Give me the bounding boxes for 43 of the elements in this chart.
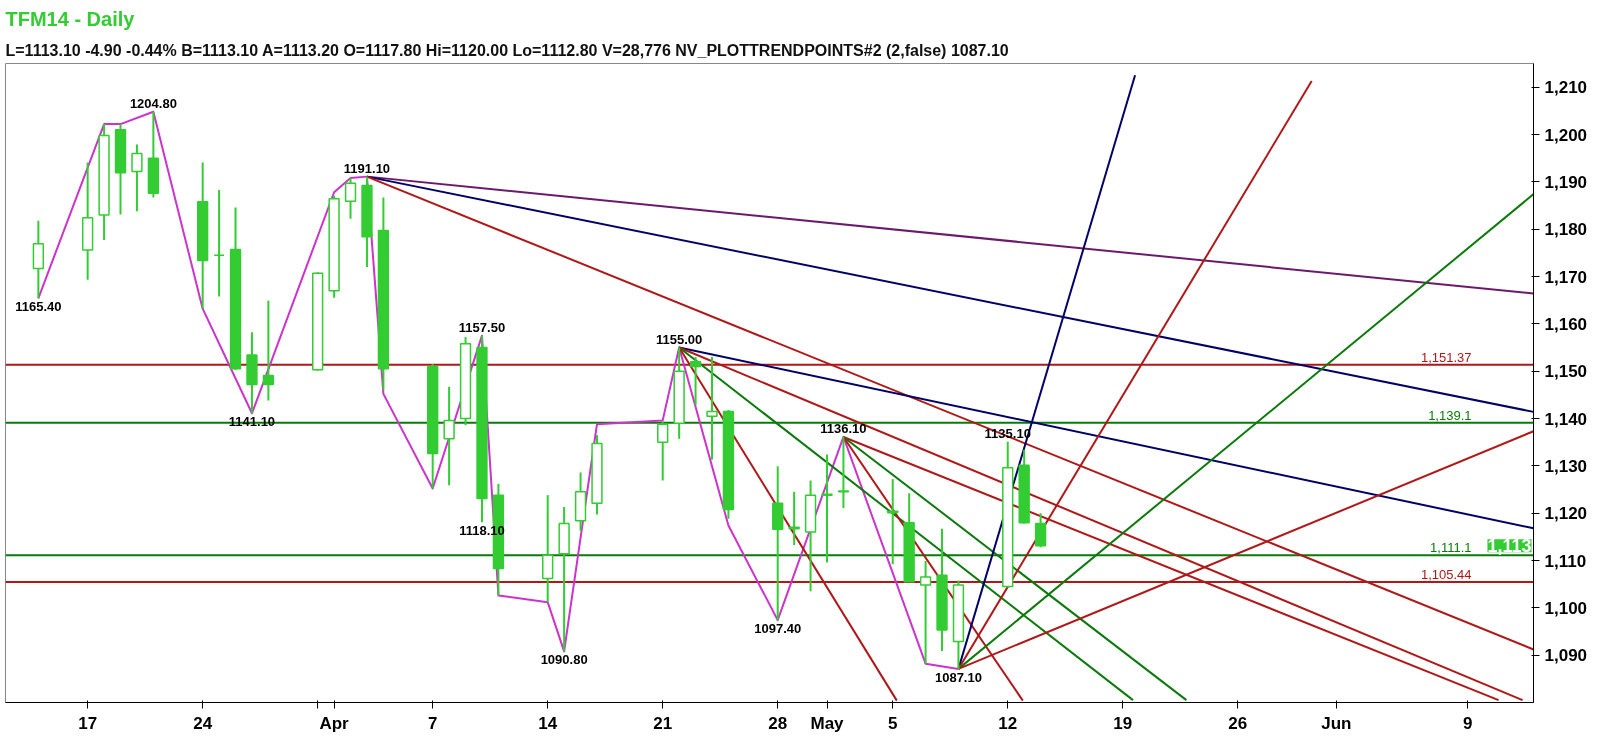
x-tick-label: May: [810, 713, 845, 733]
chart-subtitle: L=1113.10 -4.90 -0.44% B=1113.10 A=1113.20 O=1117.80 Hi=1120.00 Lo=1112.80 V=28,776 NV_PLOTTRENDPOINTS#2 (2,false) 1087.10: [5, 41, 1009, 59]
y-tick-label: 1,160: [1544, 314, 1588, 334]
annotation: 1165.40: [15, 299, 62, 315]
annotation: 1097.40: [754, 621, 802, 637]
annotation: 1204.80: [129, 95, 177, 111]
annotation: 1191.10: [343, 160, 391, 176]
annotation: 1136.10: [820, 420, 867, 436]
x-tick-label: 17: [78, 713, 98, 733]
y-tick-label: 1,210: [1544, 78, 1588, 98]
annotation: 1087.10: [934, 669, 982, 685]
x-tick-label: 21: [653, 713, 673, 733]
annotation: 1090.80: [540, 652, 588, 668]
x-tick-label: 26: [1228, 713, 1248, 733]
ref-line-label: 1,139.1: [1428, 407, 1472, 423]
y-tick-label: 1,140: [1544, 409, 1588, 429]
y-tick-label: 1,150: [1544, 362, 1588, 382]
x-tick-label: Apr: [319, 713, 350, 733]
y-tick-label: 1,100: [1544, 598, 1588, 618]
y-tick-label: 1,120: [1544, 504, 1588, 524]
ref-line-label: 1,151.37: [1420, 349, 1472, 365]
x-tick-label: 19: [1113, 713, 1133, 733]
y-tick-label: 1,090: [1544, 646, 1588, 666]
x-tick-label: 14: [538, 713, 558, 733]
annotation: 1155.00: [656, 331, 703, 347]
x-tick-label: 12: [998, 713, 1018, 733]
ref-line-label: 1,111.1: [1430, 540, 1472, 556]
ref-line-label: 1,105.44: [1420, 567, 1472, 583]
annotation: 1157.50: [458, 319, 506, 335]
x-tick-label: 7: [427, 713, 438, 733]
y-tick-label: 1,130: [1544, 456, 1588, 476]
x-tick-label: 9: [1463, 713, 1473, 733]
y-tick-label: 1,180: [1544, 220, 1588, 240]
annotation: 1,113: [1487, 536, 1532, 557]
x-tick-label: 28: [768, 713, 788, 733]
chart-title: TFM14 - Daily: [5, 7, 136, 30]
x-tick-label: Jun: [1321, 713, 1352, 733]
y-tick-label: 1,190: [1544, 172, 1588, 192]
x-tick-label: 5: [888, 713, 898, 733]
y-tick-label: 1,200: [1544, 125, 1588, 145]
x-tick-label: 24: [193, 713, 213, 733]
y-tick-label: 1,170: [1544, 267, 1588, 287]
y-tick-label: 1,110: [1544, 551, 1587, 571]
